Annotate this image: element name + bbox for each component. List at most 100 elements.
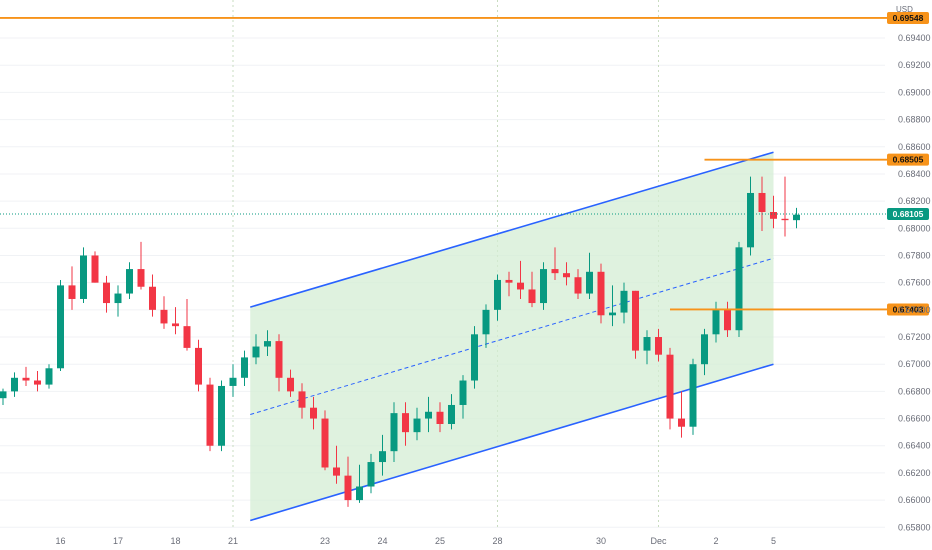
- candle-body: [436, 411, 444, 424]
- candle-body: [183, 326, 191, 348]
- time-axis[interactable]: 16 17 18 21 23 24 25 28 30 Dec 2 5: [55, 536, 776, 546]
- candle-body: [287, 377, 294, 392]
- y-tick-label: 0.66000: [898, 495, 931, 505]
- candle-body: [149, 286, 156, 310]
- y-tick-label: 0.68800: [898, 115, 931, 125]
- x-tick-label: 17: [113, 536, 123, 546]
- candle-body: [229, 377, 237, 386]
- candle-body: [264, 341, 271, 347]
- candle-body: [758, 192, 766, 212]
- price-axis[interactable]: USD 0.65800 0.66000 0.66200 0.66400 0.66600 0…: [896, 5, 931, 532]
- x-tick-label: 24: [377, 536, 387, 546]
- price-levels[interactable]: 0.69548 0.68505 0.67403 0.68105: [0, 11, 929, 316]
- x-tick-label: 21: [228, 536, 238, 546]
- candle-body: [494, 279, 501, 310]
- candle-body: [114, 293, 122, 304]
- last-price-badge-bg: [887, 208, 929, 221]
- candle-body: [505, 279, 513, 283]
- last-price-badge-text: 0.68105: [893, 209, 924, 219]
- candle-body: [275, 341, 283, 378]
- candle-body: [321, 418, 329, 468]
- candle-body: [666, 354, 674, 419]
- candle-body: [712, 309, 720, 335]
- parallel-channel[interactable]: [250, 151, 774, 522]
- price-level-badge[interactable]: 0.67403: [887, 303, 929, 316]
- candle-body: [678, 418, 685, 427]
- candle-body: [781, 218, 789, 221]
- candle-body: [379, 451, 386, 463]
- candle-body: [218, 385, 225, 446]
- candle-body: [172, 323, 179, 327]
- y-tick-label: 0.67200: [898, 332, 931, 342]
- candle-body: [655, 337, 662, 355]
- candle-body: [471, 334, 478, 381]
- y-tick-label: 0.65800: [898, 522, 931, 532]
- candle-body: [68, 285, 76, 299]
- candle-body: [540, 269, 547, 304]
- y-tick-label: 0.69400: [898, 33, 931, 43]
- price-level-badge[interactable]: 0.68505: [887, 153, 929, 166]
- candle-body: [344, 475, 352, 501]
- candle-body: [528, 289, 536, 304]
- candle-body: [724, 309, 731, 331]
- y-tick-label: 0.67800: [898, 250, 931, 260]
- candle-body: [390, 413, 398, 452]
- y-tick-label: 0.66600: [898, 414, 931, 424]
- candle-body: [747, 192, 754, 248]
- channel-mid-line[interactable]: [250, 257, 774, 415]
- price-level-badge-text: 0.69548: [893, 13, 924, 23]
- candle-body: [609, 312, 616, 316]
- candle-body: [620, 290, 628, 313]
- candle-body: [517, 282, 524, 290]
- candle-body: [689, 364, 697, 427]
- candle-body: [91, 255, 99, 283]
- candle-body: [160, 309, 168, 324]
- candle-body: [298, 391, 306, 408]
- x-tick-label: 5: [771, 536, 776, 546]
- y-tick-label: 0.68600: [898, 142, 931, 152]
- candle-body: [195, 347, 202, 385]
- candle-body: [252, 346, 260, 358]
- candle-body: [413, 418, 421, 433]
- price-level-badge-text: 0.67403: [893, 304, 924, 314]
- x-tick-label: 28: [492, 536, 502, 546]
- candle-body: [597, 271, 605, 316]
- y-tick-label: 0.69200: [898, 60, 931, 70]
- channel-upper-line[interactable]: [250, 151, 774, 308]
- price-level-badge-text: 0.68505: [893, 155, 924, 165]
- price-level-badge[interactable]: 0.69548: [887, 11, 929, 24]
- y-tick-label: 0.66200: [898, 468, 931, 478]
- candle-body: [770, 212, 777, 219]
- candles: [0, 176, 800, 507]
- price-level-badge-bg: [887, 303, 929, 316]
- y-tick-label: 0.66400: [898, 441, 931, 451]
- candle-body: [34, 380, 41, 385]
- y-tick-label: 0.68200: [898, 196, 931, 206]
- last-price-badge[interactable]: 0.68105: [887, 208, 929, 221]
- candle-body: [402, 413, 409, 433]
- candle-body: [701, 334, 708, 365]
- candle-body: [11, 377, 18, 392]
- candle-body: [206, 384, 214, 446]
- x-tick-label: 18: [170, 536, 180, 546]
- y-tick-label: 0.66800: [898, 386, 931, 396]
- price-level-badge-bg: [887, 153, 929, 166]
- x-tick-label: 30: [596, 536, 606, 546]
- candle-body: [643, 337, 651, 351]
- candle-body: [241, 357, 248, 378]
- y-tick-label: 0.68400: [898, 169, 931, 179]
- y-tick-label: 0.67600: [898, 278, 931, 288]
- x-tick-label: 16: [55, 536, 65, 546]
- candle-body: [356, 486, 363, 501]
- candle-body: [793, 214, 800, 221]
- channel-lower-line[interactable]: [250, 363, 774, 522]
- candle-body: [551, 269, 559, 274]
- candle-body: [735, 247, 743, 331]
- x-tick-label: 25: [435, 536, 445, 546]
- x-tick-label: 2: [713, 536, 718, 546]
- candle-body: [459, 380, 467, 405]
- candle-body: [57, 285, 64, 369]
- candle-body: [574, 277, 582, 294]
- candle-body: [448, 404, 455, 424]
